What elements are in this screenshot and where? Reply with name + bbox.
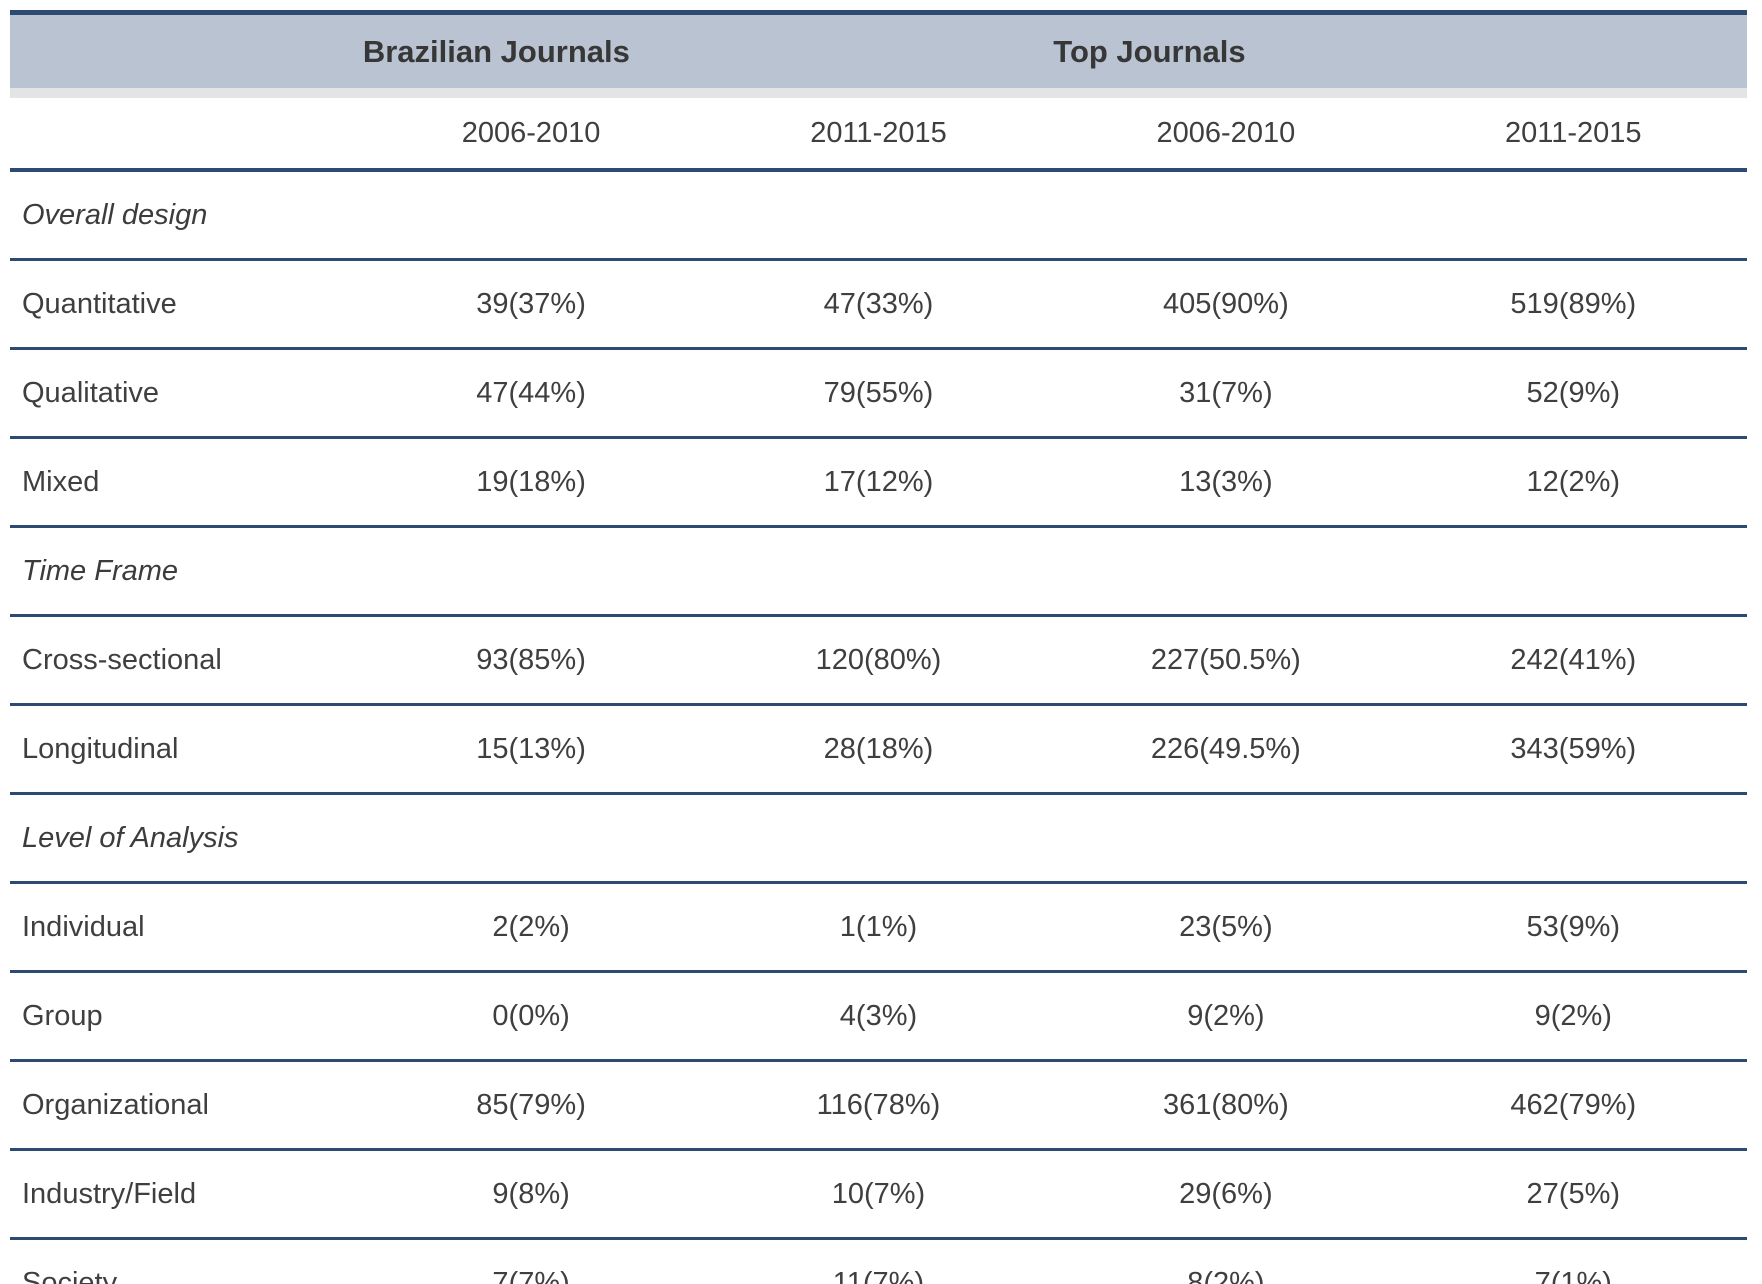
- row-label: Cross-sectional: [10, 615, 358, 706]
- cell-value: 47(33%): [704, 259, 1053, 350]
- cell-value: 9(2%): [1399, 971, 1747, 1062]
- cell-value: 0(0%): [357, 971, 705, 1062]
- column-header: 2006-2010: [1052, 98, 1400, 172]
- cell-value: 343(59%): [1399, 704, 1747, 795]
- row-label: Qualitative: [10, 348, 358, 439]
- row-label: Industry/Field: [10, 1149, 358, 1240]
- table-row-cross-sectional: Cross-sectional 93(85%) 120(80%) 227(50.…: [10, 615, 1747, 706]
- cell-value: 361(80%): [1052, 1060, 1400, 1151]
- table-row-mixed: Mixed 19(18%) 17(12%) 13(3%) 12(2%): [10, 437, 1747, 528]
- table-row-quantitative: Quantitative 39(37%) 47(33%) 405(90%) 51…: [10, 259, 1747, 350]
- column-header: 2006-2010: [357, 98, 705, 172]
- cell-value: 227(50.5%): [1052, 615, 1400, 706]
- table-row-individual: Individual 2(2%) 1(1%) 23(5%) 53(9%): [10, 882, 1747, 973]
- cell-value: 8(2%): [1052, 1238, 1400, 1284]
- section-header-time-frame: Time Frame: [10, 526, 1747, 617]
- cell-value: 12(2%): [1399, 437, 1747, 528]
- cell-value: 85(79%): [357, 1060, 705, 1151]
- cell-value: 29(6%): [1052, 1149, 1400, 1240]
- cell-value: 19(18%): [357, 437, 705, 528]
- cell-value: 39(37%): [357, 259, 705, 350]
- cell-value: 4(3%): [704, 971, 1053, 1062]
- empty-corner-cell: [10, 98, 358, 172]
- cell-value: 15(13%): [357, 704, 705, 795]
- section-title: Time Frame: [10, 526, 1747, 617]
- period-header-row: 2006-2010 2011-2015 2006-2010 2011-2015: [10, 98, 1747, 172]
- row-label: Quantitative: [10, 259, 358, 350]
- table-row-group: Group 0(0%) 4(3%) 9(2%) 9(2%): [10, 971, 1747, 1062]
- column-header: 2011-2015: [704, 98, 1053, 172]
- section-title: Level of Analysis: [10, 793, 1747, 884]
- cell-value: 11(7%): [704, 1238, 1053, 1284]
- cell-value: 405(90%): [1052, 259, 1400, 350]
- section-header-level-of-analysis: Level of Analysis: [10, 793, 1747, 884]
- table-group-header-band: Brazilian Journals Top Journals: [10, 10, 1747, 88]
- comparison-table: Brazilian Journals Top Journals 2006-201…: [10, 10, 1747, 1284]
- data-table: 2006-2010 2011-2015 2006-2010 2011-2015 …: [10, 98, 1747, 1284]
- cell-value: 79(55%): [704, 348, 1053, 439]
- row-label: Society: [10, 1238, 358, 1284]
- table-row-qualitative: Qualitative 47(44%) 79(55%) 31(7%) 52(9%…: [10, 348, 1747, 439]
- row-label: Group: [10, 971, 358, 1062]
- header-band-divider: [10, 88, 1747, 98]
- cell-value: 519(89%): [1399, 259, 1747, 350]
- cell-value: 47(44%): [357, 348, 705, 439]
- cell-value: 1(1%): [704, 882, 1053, 973]
- row-label: Longitudinal: [10, 704, 358, 795]
- cell-value: 93(85%): [357, 615, 705, 706]
- cell-value: 120(80%): [704, 615, 1053, 706]
- cell-value: 31(7%): [1052, 348, 1400, 439]
- cell-value: 226(49.5%): [1052, 704, 1400, 795]
- group-header-top-journals: Top Journals: [1053, 33, 1246, 69]
- column-header: 2011-2015: [1399, 98, 1747, 172]
- cell-value: 9(8%): [357, 1149, 705, 1240]
- table-row-organizational: Organizational 85(79%) 116(78%) 361(80%)…: [10, 1060, 1747, 1151]
- cell-value: 242(41%): [1399, 615, 1747, 706]
- section-header-overall-design: Overall design: [10, 170, 1747, 261]
- row-label: Mixed: [10, 437, 358, 528]
- cell-value: 7(7%): [357, 1238, 705, 1284]
- cell-value: 9(2%): [1052, 971, 1400, 1062]
- cell-value: 462(79%): [1399, 1060, 1747, 1151]
- cell-value: 17(12%): [704, 437, 1053, 528]
- table-row-society: Society 7(7%) 11(7%) 8(2%) 7(1%): [10, 1238, 1747, 1284]
- cell-value: 27(5%): [1399, 1149, 1747, 1240]
- table-row-longitudinal: Longitudinal 15(13%) 28(18%) 226(49.5%) …: [10, 704, 1747, 795]
- cell-value: 10(7%): [704, 1149, 1053, 1240]
- row-label: Organizational: [10, 1060, 358, 1151]
- row-label: Individual: [10, 882, 358, 973]
- cell-value: 23(5%): [1052, 882, 1400, 973]
- cell-value: 116(78%): [704, 1060, 1053, 1151]
- section-title: Overall design: [10, 170, 1747, 261]
- group-header-brazilian-journals: Brazilian Journals: [362, 33, 630, 69]
- cell-value: 53(9%): [1399, 882, 1747, 973]
- cell-value: 52(9%): [1399, 348, 1747, 439]
- cell-value: 2(2%): [357, 882, 705, 973]
- cell-value: 13(3%): [1052, 437, 1400, 528]
- cell-value: 28(18%): [704, 704, 1053, 795]
- table-row-industry-field: Industry/Field 9(8%) 10(7%) 29(6%) 27(5%…: [10, 1149, 1747, 1240]
- cell-value: 7(1%): [1399, 1238, 1747, 1284]
